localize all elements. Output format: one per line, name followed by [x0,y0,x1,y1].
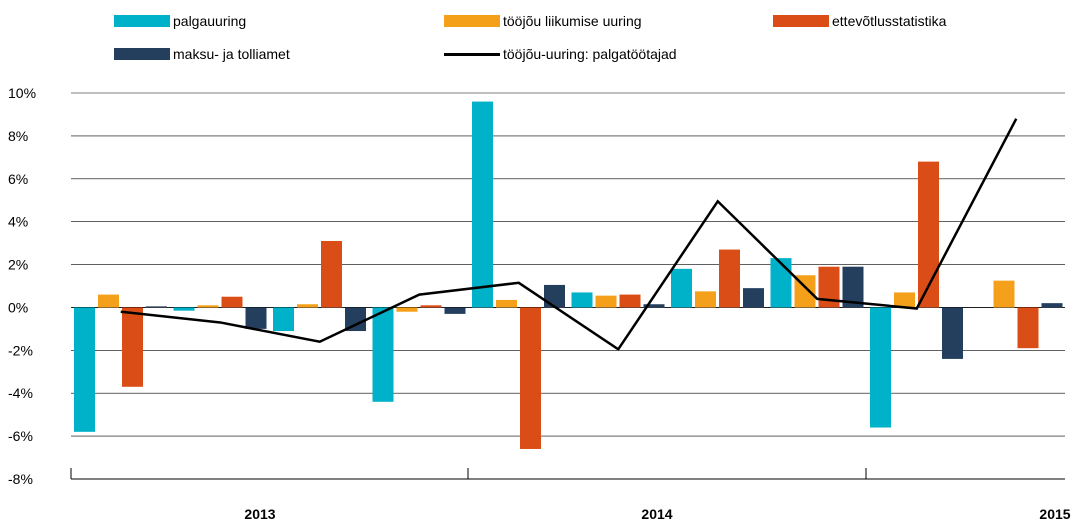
bar-maksu-ja-tolliamet [643,304,665,308]
x-axis-year-label: 2015 [1039,506,1070,520]
bar-maksu-ja-tolliamet [146,306,167,308]
y-tick-label: 6% [8,171,28,187]
bar-maksu-ja-tolliamet [842,266,864,308]
bar-t-j-u-liikumise-uuring [595,295,617,308]
bar-t-j-u-liikumise-uuring [496,299,517,308]
bar-t-j-u-liikumise-uuring [98,294,119,308]
bar-ettev-tlusstatistika [818,266,840,308]
bar-palgauuring [571,292,593,308]
bar-palgauuring [770,258,792,308]
bar-palgauuring [273,307,294,332]
legend-label-toojou-uuring-palgatootajad: tööjõu-uuring: palgatöötajad [503,46,677,62]
bar-ettev-tlusstatistika [420,305,442,308]
legend-swatch-palgauuring [114,15,170,27]
bar-ettev-tlusstatistika [1017,307,1039,349]
y-tick-label: -8% [8,471,33,487]
legend-label-maksu-ja-tolliamet: maksu- ja tolliamet [173,46,290,62]
bar-ettev-tlusstatistika [918,161,939,308]
y-tick-label: 8% [8,128,28,144]
bar-maksu-ja-tolliamet [544,284,565,308]
bar-ettev-tlusstatistika [122,307,143,387]
bar-t-j-u-liikumise-uuring [894,292,915,308]
y-tick-label: 10% [8,85,36,101]
bar-t-j-u-liikumise-uuring [993,280,1015,308]
y-tick-label: 4% [8,214,28,230]
legend-label-palgauuring: palgauuring [173,13,247,29]
legend-swatch-ettevotlusstatistika [773,15,829,27]
bar-t-j-u-liikumise-uuring [197,305,219,308]
legend-swatch-toojou-liikumise-uuring [444,15,500,27]
bar-palgauuring [870,307,891,428]
x-axis-year-label: 2014 [641,506,672,520]
bar-maksu-ja-tolliamet [942,307,963,359]
bar-maksu-ja-tolliamet [444,307,466,314]
legend-label-ettevotlusstatistika: ettevõtlusstatistika [832,13,947,29]
bar-ettev-tlusstatistika [520,307,541,449]
y-tick-label: -4% [8,385,33,401]
legend-item-toojou-liikumise-uuring: tööjõu liikumise uuring [444,11,642,31]
legend-label-toojou-liikumise-uuring: tööjõu liikumise uuring [503,13,642,29]
legend-swatch-maksu-ja-tolliamet [114,48,170,60]
bar-ettev-tlusstatistika [221,296,243,308]
bar-maksu-ja-tolliamet [345,307,366,332]
bar-t-j-u-liikumise-uuring [695,291,716,308]
bar-maksu-ja-tolliamet [245,307,267,329]
y-tick-label: -2% [8,342,33,358]
bar-palgauuring [472,101,493,308]
bar-palgauuring [74,307,95,432]
line-toojou-uuring-palgatootajad [120,118,1018,351]
bar-ettev-tlusstatistika [719,249,740,308]
bar-palgauuring [671,268,692,308]
bar-t-j-u-liikumise-uuring [297,304,318,308]
y-tick-label: -6% [8,428,33,444]
y-tick-label: 0% [8,299,28,315]
legend-item-ettevotlusstatistika: ettevõtlusstatistika [773,11,946,31]
y-tick-label: 2% [8,257,28,273]
legend-item-palgauuring: palgauuring [114,11,246,31]
legend-item-toojou-uuring-palgatootajad: tööjõu-uuring: palgatöötajad [444,44,677,64]
bar-ettev-tlusstatistika [619,294,641,308]
bar-maksu-ja-tolliamet [743,288,764,308]
legend-item-maksu-ja-tolliamet: maksu- ja tolliamet [114,44,290,64]
bar-maksu-ja-tolliamet [1041,303,1063,308]
bar-t-j-u-liikumise-uuring [396,307,418,312]
bar-ettev-tlusstatistika [321,240,342,308]
chart-legend: palgauuring tööjõu liikumise uuring ette… [0,0,1078,75]
x-axis-year-label: 2013 [244,506,275,520]
legend-line-toojou-uuring-palgatootajad [444,52,500,56]
bar-palgauuring [372,307,394,402]
bar-palgauuring [173,307,195,311]
